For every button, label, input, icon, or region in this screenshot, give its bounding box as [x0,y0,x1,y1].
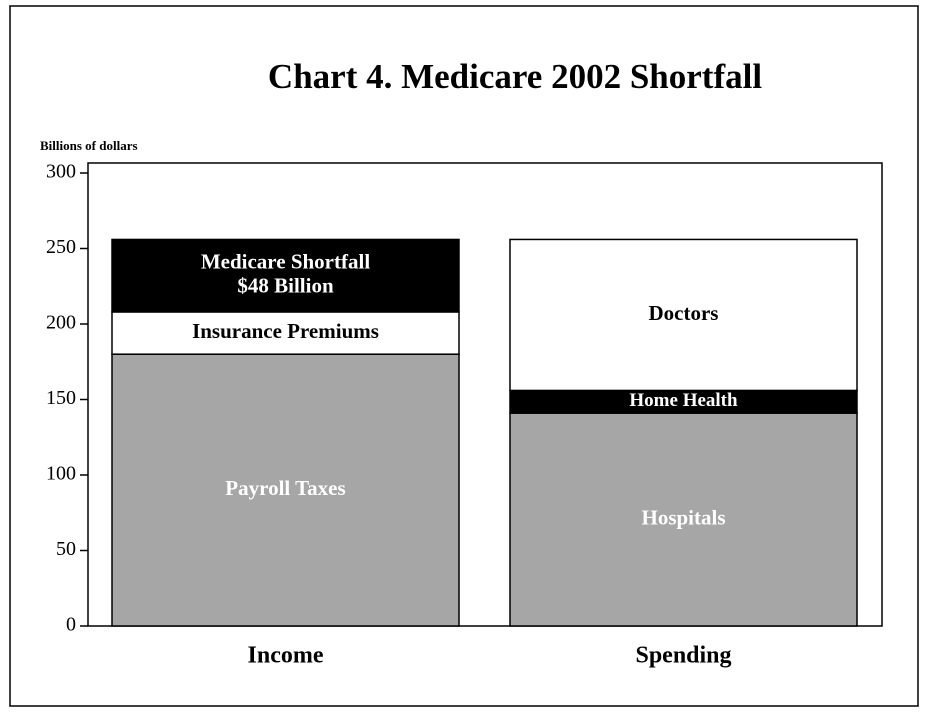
y-tick-label: 300 [46,161,76,183]
segment-label: Doctors [649,301,719,325]
y-tick-label: 100 [46,463,76,485]
bar-segment [509,412,858,627]
y-tick-label: 250 [46,236,76,258]
bar-segment [111,311,460,355]
value-label: $48 Billion [237,273,334,297]
segment-label: Payroll Taxes [225,476,345,500]
bar-segment [111,353,460,627]
y-tick-label: 200 [46,312,76,334]
chart-title: Chart 4. Medicare 2002 Shortfall [268,57,762,96]
y-axis-label: Billions of dollars [40,138,138,153]
plot-area [87,162,883,627]
y-tick-label: 150 [46,387,76,409]
segment-label: Home Health [629,390,738,411]
segment-label: Hospitals [641,505,725,529]
bar-segment [509,238,858,392]
bar-segment [111,238,460,313]
y-tick-label: 50 [56,538,76,560]
x-tick-label: Income [248,643,324,669]
y-tick-label: 0 [66,614,76,636]
segment-label: Insurance Premiums [192,319,379,343]
x-tick-label: Spending [635,643,731,669]
segment-label: Medicare Shortfall [201,249,370,273]
